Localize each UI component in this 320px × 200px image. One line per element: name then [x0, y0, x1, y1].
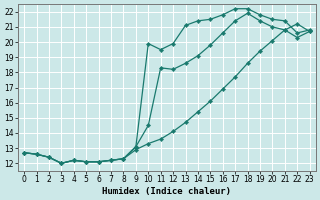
X-axis label: Humidex (Indice chaleur): Humidex (Indice chaleur)	[102, 187, 231, 196]
